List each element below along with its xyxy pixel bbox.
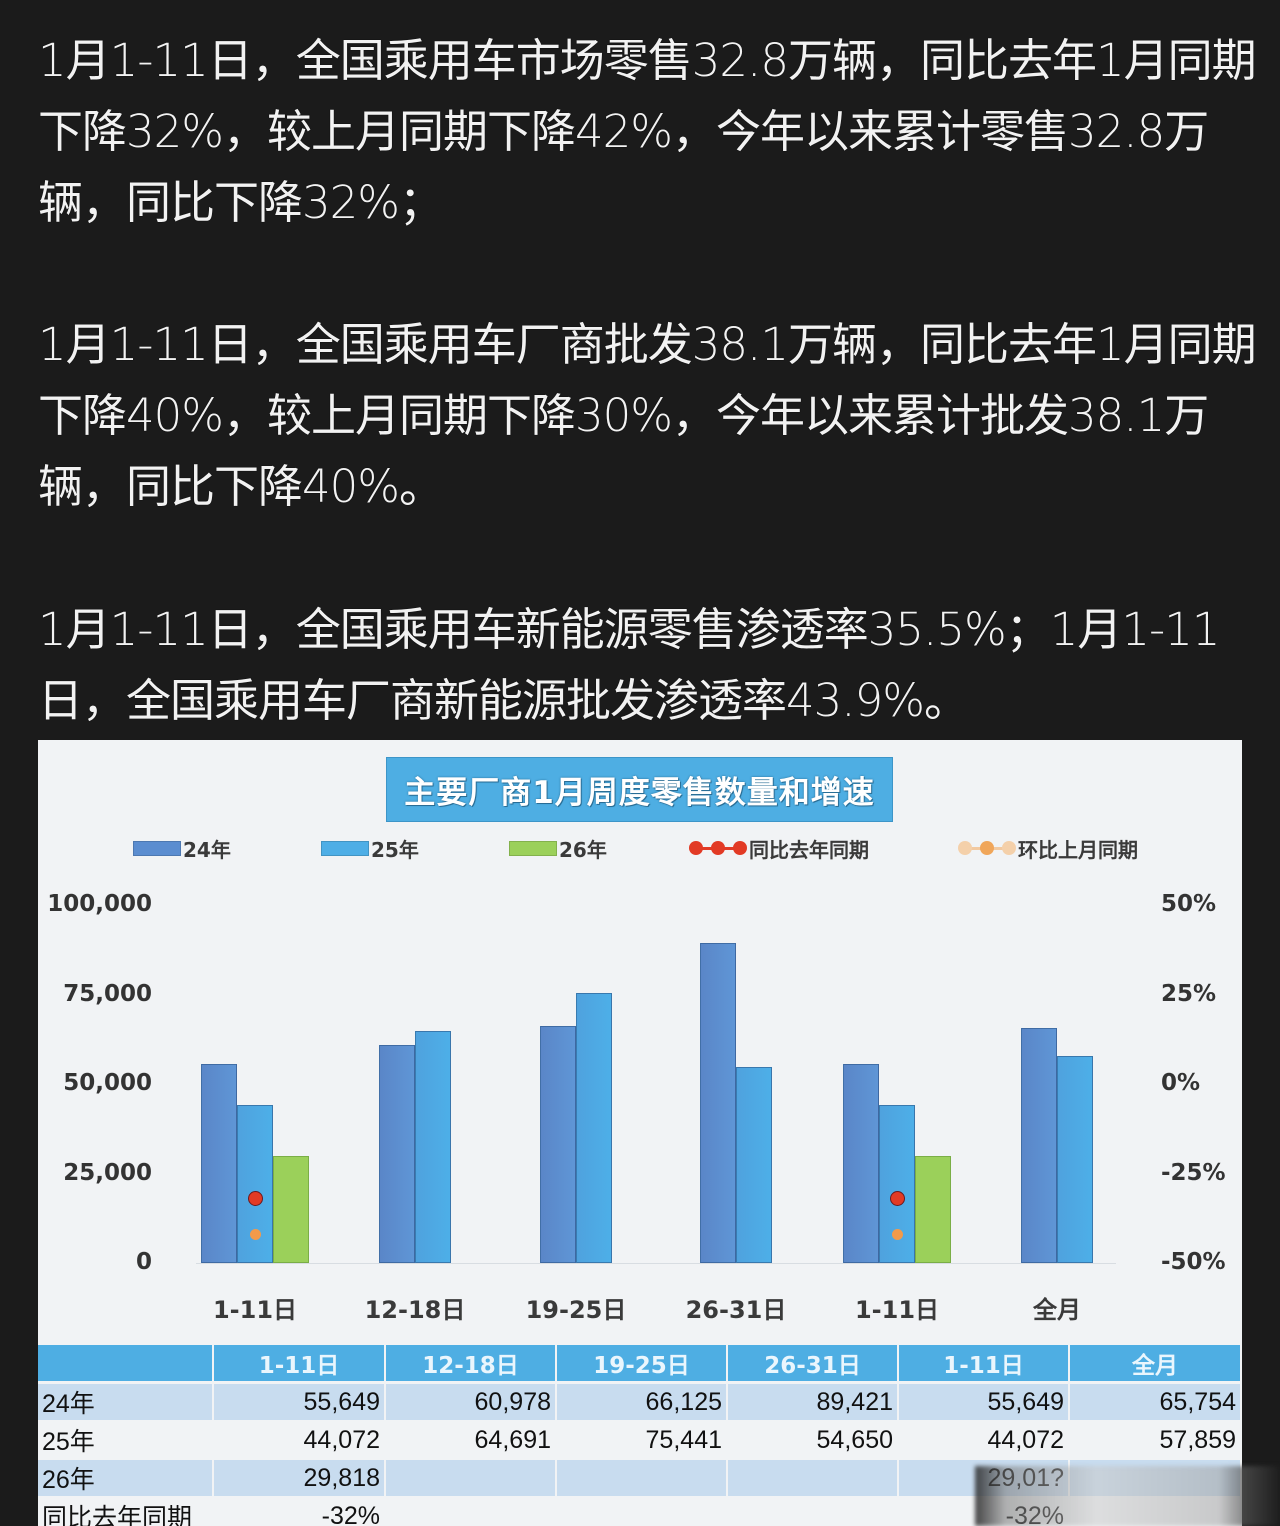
x-axis-category: 1-11日 [212,1296,298,1324]
table-header-cell: 26-31日 [728,1345,897,1381]
table-header-row: 1-11日 12-18日 19-25日 26-31日 1-11日 全月 [38,1345,1242,1381]
row-label: 26年 [38,1460,212,1496]
table-cell: 54,650 [728,1422,897,1458]
legend-item-24: 24年 [133,833,231,863]
table-cell: 89,421 [728,1384,897,1420]
x-axis-category: 19-25日 [525,1296,627,1324]
table-cell: 55,649 [899,1384,1068,1420]
yoy-marker-icon [889,1191,905,1207]
y-axis-tick: 25,000 [63,1160,152,1186]
mom-marker-icon [891,1228,903,1240]
x-axis-category: 26-31日 [685,1296,787,1324]
table-cell: 57,859 [1070,1422,1240,1458]
table-cell: 44,072 [214,1422,384,1458]
bar-24年 [540,1026,576,1263]
x-axis-category: 全月 [1033,1296,1081,1324]
table-header-cell: 1-11日 [899,1345,1068,1381]
y-axis-tick: 0 [135,1249,152,1275]
row-label: 25年 [38,1422,212,1458]
bar-25年 [1057,1055,1093,1263]
table-cell: 65,754 [1070,1384,1240,1420]
chart-panel: 主要厂商1月周度零售数量和增速 24年 25年 26年 同比去年同期 [38,740,1242,1526]
table-cell [386,1460,555,1496]
x-axis-category: 12-18日 [364,1296,466,1324]
table-row: 24年 55,649 60,978 66,125 89,421 55,649 6… [38,1384,1242,1420]
x-axis-category: 1-11日 [854,1296,940,1324]
table-header-cell: 1-11日 [214,1345,384,1381]
mom-marker-icon [249,1228,261,1240]
y-axis-tick: 100,000 [47,891,152,917]
row-label: 24年 [38,1384,212,1420]
legend-label: 25年 [371,837,419,862]
table-cell [386,1498,555,1526]
table-cell: 60,978 [386,1384,555,1420]
nev-penetration-paragraph: 1月1-11日，全国乘用车新能源零售渗透率35.5%；1月1-11日，全国乘用车… [38,603,1220,727]
table-cell [728,1460,897,1496]
bar-24年 [843,1063,879,1263]
table-header-cell: 19-25日 [557,1345,726,1381]
legend-label: 26年 [559,837,607,862]
bar-24年 [201,1063,237,1263]
table-header-cell: 12-18日 [386,1345,555,1381]
table-cell: 44,072 [899,1422,1068,1458]
y2-axis-tick: -25% [1161,1160,1226,1186]
x-axis-line [196,1263,1116,1264]
y-axis-tick: 50,000 [63,1070,152,1096]
chart-legend: 24年 25年 26年 同比去年同期 环比上 [38,833,1242,863]
bar-26年 [273,1156,309,1263]
watermark-overlay [975,1466,1280,1526]
legend-item-mom: 环比上月同期 [958,833,1138,863]
bar-24年 [379,1044,415,1263]
table-cell [557,1460,726,1496]
wholesale-paragraph: 1月1-11日，全国乘用车厂商批发38.1万辆，同比去年1月同期下降40%，较上… [38,318,1257,513]
table-cell: 29,818 [214,1460,384,1496]
bar-25年 [736,1067,772,1263]
page-margin [1242,740,1280,1526]
legend-swatch-26-icon [509,840,557,856]
table-cell: 55,649 [214,1384,384,1420]
y2-axis-tick: 0% [1161,1070,1201,1096]
table-cell: 66,125 [557,1384,726,1420]
table-cell: 64,691 [386,1422,555,1458]
legend-label: 环比上月同期 [1018,837,1138,862]
bar-24年 [700,942,736,1263]
chart-title: 主要厂商1月周度零售数量和增速 [386,757,893,822]
bar-24年 [1021,1027,1057,1263]
table-header-cell [38,1345,212,1381]
bar-25年 [415,1031,451,1263]
legend-line-dot-orange-icon [958,841,1016,855]
table-header-cell: 全月 [1070,1345,1240,1381]
legend-swatch-25-icon [321,840,369,856]
legend-item-25: 25年 [321,833,419,863]
legend-label: 24年 [183,837,231,862]
table-cell: -32% [214,1498,384,1526]
y2-axis-tick: 50% [1161,891,1217,917]
table-cell: 75,441 [557,1422,726,1458]
legend-label: 同比去年同期 [749,837,869,862]
bar-25年 [576,992,612,1263]
table-cell [728,1498,897,1526]
row-label: 同比去年同期 [38,1498,212,1526]
bar-26年 [915,1156,951,1263]
yoy-marker-icon [247,1191,263,1207]
legend-item-yoy: 同比去年同期 [689,833,869,863]
legend-line-dot-red-icon [689,841,747,855]
legend-item-26: 26年 [509,833,607,863]
legend-swatch-24-icon [133,840,181,856]
table-cell [557,1498,726,1526]
y2-axis-tick: -50% [1161,1249,1226,1275]
y2-axis-tick: 25% [1161,981,1217,1007]
retail-paragraph: 1月1-11日，全国乘用车市场零售32.8万辆，同比去年1月同期下降32%，较上… [38,34,1257,229]
table-row: 25年 44,072 64,691 75,441 54,650 44,072 5… [38,1422,1242,1458]
y-axis-tick: 75,000 [63,981,152,1007]
